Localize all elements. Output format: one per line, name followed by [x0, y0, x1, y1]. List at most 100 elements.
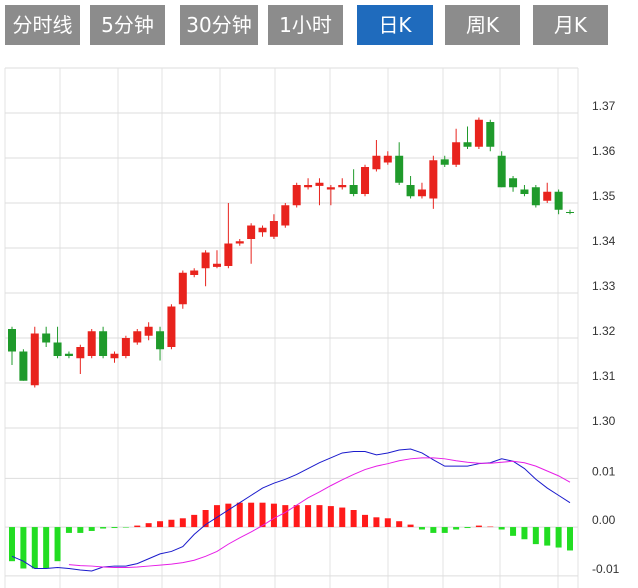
candle-body: [19, 351, 28, 381]
candle-body: [417, 189, 426, 197]
candle-body: [395, 155, 404, 183]
macd-bar: [339, 507, 346, 528]
macd-bar: [179, 518, 186, 528]
candle-body: [554, 191, 563, 210]
candle-body: [383, 155, 392, 163]
macd-bar: [475, 525, 482, 528]
candle-body: [452, 142, 461, 165]
macd-bar: [65, 527, 72, 533]
macd-bar: [43, 527, 50, 569]
candle-body: [167, 306, 176, 347]
tab[interactable]: 1小时: [268, 5, 343, 45]
macd-bar: [373, 517, 380, 528]
macd-bar: [430, 527, 437, 533]
y-tick-label: 0.01: [592, 464, 616, 478]
macd-bar: [157, 521, 164, 528]
candle-body: [269, 221, 278, 237]
macd-bar: [327, 506, 334, 528]
macd-bar: [282, 505, 289, 528]
y-tick-label: 1.35: [592, 189, 616, 203]
candle-body: [76, 347, 85, 359]
candle-body: [235, 241, 244, 244]
candle-body: [144, 326, 153, 336]
candle-body: [42, 333, 51, 343]
macd-bar: [134, 525, 141, 528]
candle-body: [372, 155, 381, 170]
y-tick-label: 1.36: [592, 144, 616, 158]
macd-bar: [384, 518, 391, 528]
macd-bar: [544, 527, 551, 546]
macd-bar: [236, 502, 243, 528]
candle-body: [406, 185, 415, 197]
candle-body: [133, 331, 142, 343]
macd-bar: [111, 527, 118, 529]
candle-body: [463, 142, 472, 147]
candle-body: [178, 272, 187, 305]
candle-body: [281, 205, 290, 226]
y-tick-label: 1.32: [592, 324, 616, 338]
candle-body: [566, 212, 574, 213]
macd-bar: [145, 523, 152, 528]
vertical-grid: [4, 68, 579, 588]
y-tick-label: 1.31: [592, 369, 616, 383]
macd-bar: [532, 527, 539, 545]
candle-body: [212, 263, 221, 267]
macd-bar: [88, 527, 95, 531]
macd-bar: [100, 527, 107, 529]
candle-body: [8, 329, 16, 352]
candle-body: [497, 155, 506, 188]
tab[interactable]: 日K: [357, 5, 433, 45]
y-tick-label: 1.37: [592, 99, 616, 113]
y-tick-label: 1.33: [592, 279, 616, 293]
candle-body: [520, 189, 529, 194]
tab[interactable]: 周K: [445, 5, 520, 45]
candle-body: [110, 353, 119, 359]
tab[interactable]: 30分钟: [180, 5, 258, 45]
macd-bar: [270, 503, 277, 528]
macd-bar: [316, 505, 323, 528]
candle-body: [156, 331, 165, 350]
candle-body: [361, 167, 370, 194]
candle-body: [474, 119, 483, 147]
tab[interactable]: 5分钟: [90, 5, 165, 45]
candle-body: [338, 185, 347, 188]
macd-bar: [213, 505, 220, 528]
macd-bar: [77, 527, 84, 533]
candle-body: [258, 227, 267, 233]
macd-bar: [225, 503, 232, 528]
macd-bar: [293, 505, 300, 528]
candle-body: [87, 331, 96, 356]
y-tick-label: 1.30: [592, 414, 616, 428]
y-tick-label: 1.34: [592, 234, 616, 248]
macd-bar: [20, 527, 27, 569]
macd-bar: [362, 514, 369, 528]
macd-bar: [350, 510, 357, 528]
macd-bar: [191, 514, 198, 528]
macd-bar: [441, 527, 448, 533]
macd-bar: [521, 527, 528, 540]
macd-bar: [248, 502, 255, 528]
candle-body: [292, 185, 301, 206]
macd-bar: [498, 527, 505, 530]
candle-body: [201, 252, 210, 269]
candle-body: [121, 338, 130, 356]
tab[interactable]: 月K: [533, 5, 608, 45]
candle-body: [543, 191, 552, 201]
candle-body: [99, 331, 108, 356]
macd-bar: [567, 527, 573, 551]
candle-body: [531, 187, 540, 206]
candle-body: [30, 333, 39, 386]
candle-body: [429, 160, 438, 199]
candle-body: [190, 270, 199, 275]
macd-bar: [202, 510, 209, 528]
macd-bar: [9, 527, 15, 562]
candle-body: [224, 243, 233, 266]
macd-bar: [54, 527, 61, 562]
macd-bar: [168, 519, 175, 528]
tab[interactable]: 分时线: [5, 5, 80, 45]
y-tick-label: -0.01: [592, 562, 620, 576]
candle-body: [304, 185, 313, 188]
candle-body: [53, 342, 62, 356]
